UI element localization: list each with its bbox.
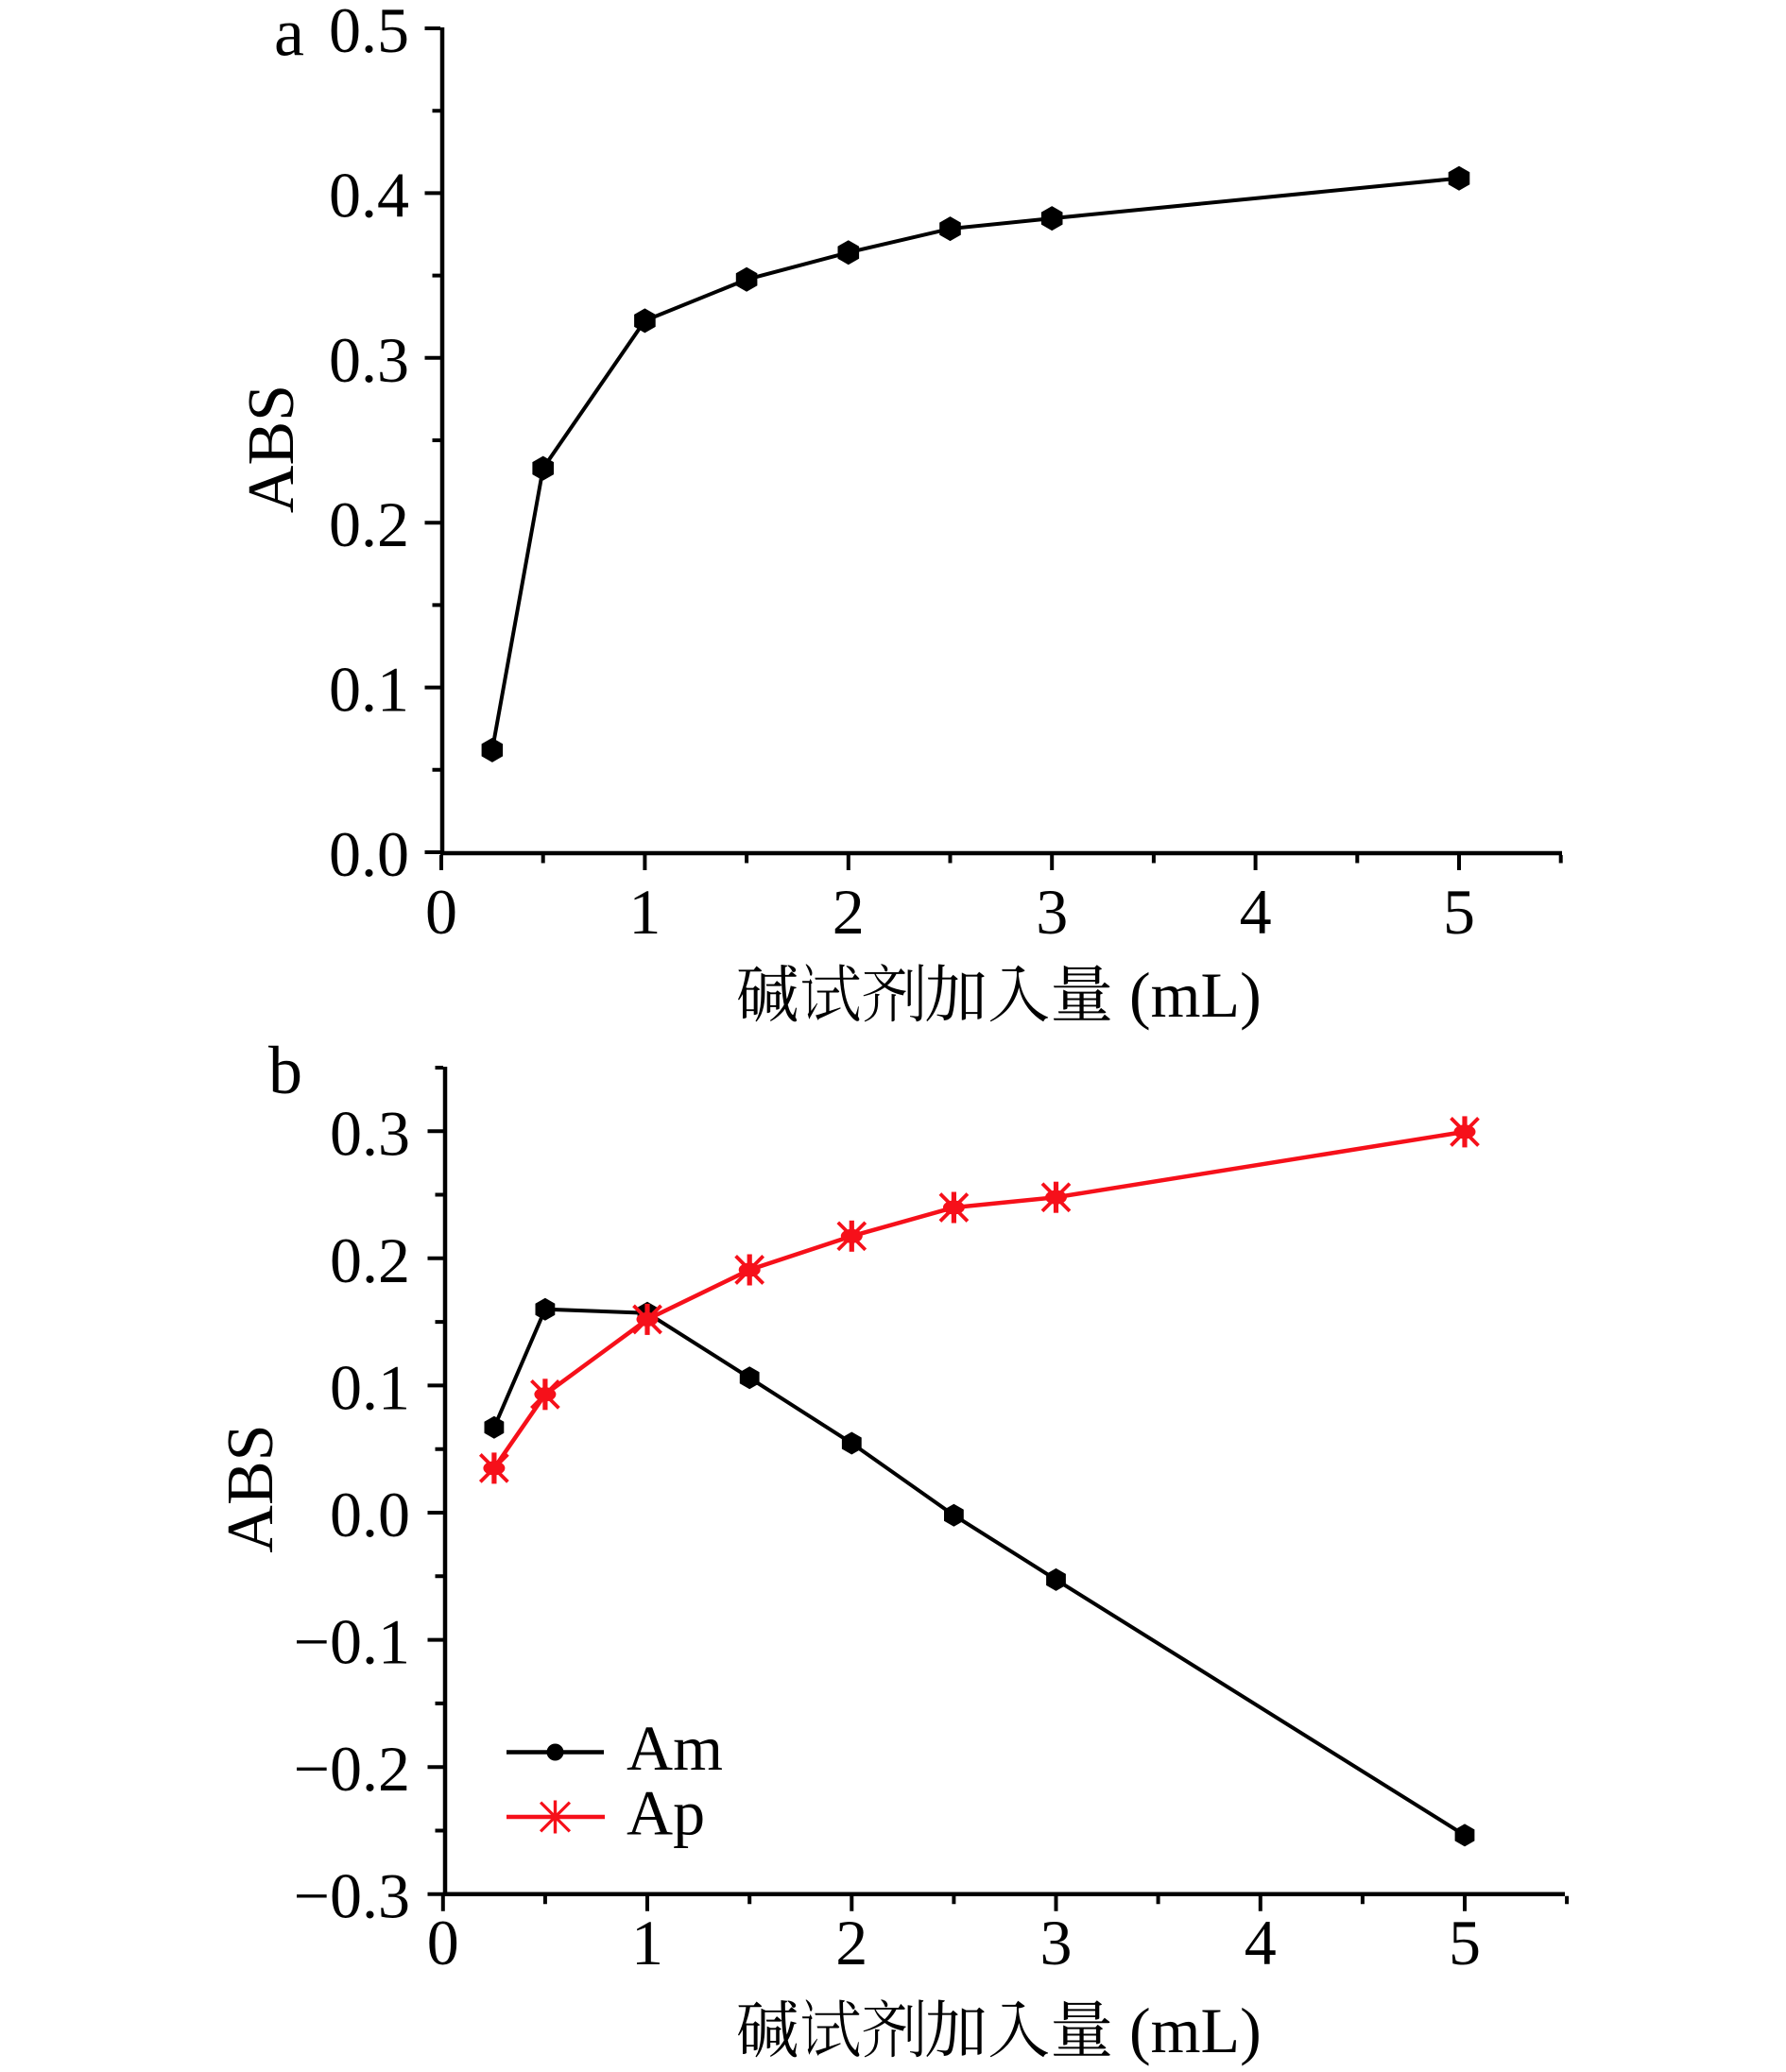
svg-text:2: 2 bbox=[833, 876, 865, 948]
svg-text:ABS: ABS bbox=[235, 385, 308, 513]
svg-text:0.0: 0.0 bbox=[330, 1479, 410, 1550]
svg-text:3: 3 bbox=[1040, 1907, 1073, 1978]
svg-text:1: 1 bbox=[628, 876, 661, 948]
svg-text:−0.2: −0.2 bbox=[294, 1733, 410, 1805]
svg-text:0.3: 0.3 bbox=[329, 324, 409, 396]
svg-text:0.2: 0.2 bbox=[329, 488, 409, 560]
svg-text:5: 5 bbox=[1443, 876, 1475, 948]
svg-text:0.2: 0.2 bbox=[330, 1224, 410, 1296]
svg-text:−0.3: −0.3 bbox=[294, 1860, 410, 1932]
svg-text:(mL): (mL) bbox=[1113, 959, 1262, 1031]
svg-text:0.1: 0.1 bbox=[330, 1351, 410, 1423]
svg-text:0.3: 0.3 bbox=[330, 1097, 410, 1169]
svg-text:0: 0 bbox=[425, 876, 457, 948]
svg-text:Ap: Ap bbox=[627, 1777, 705, 1849]
svg-text:4: 4 bbox=[1240, 876, 1272, 948]
svg-text:0.0: 0.0 bbox=[329, 818, 409, 890]
svg-text:−0.1: −0.1 bbox=[294, 1606, 410, 1678]
svg-text:5: 5 bbox=[1449, 1907, 1481, 1978]
svg-text:3: 3 bbox=[1036, 876, 1068, 948]
svg-text:0: 0 bbox=[427, 1907, 459, 1978]
svg-text:b: b bbox=[268, 1033, 302, 1108]
svg-text:0.4: 0.4 bbox=[329, 159, 409, 231]
svg-text:Am: Am bbox=[627, 1712, 723, 1784]
svg-text:ABS: ABS bbox=[215, 1424, 287, 1552]
svg-text:(mL): (mL) bbox=[1113, 1995, 1262, 2066]
svg-text:1: 1 bbox=[631, 1907, 663, 1978]
svg-text:4: 4 bbox=[1245, 1907, 1277, 1978]
svg-text:0.1: 0.1 bbox=[329, 654, 409, 726]
svg-text:a: a bbox=[274, 0, 304, 71]
svg-text:2: 2 bbox=[835, 1907, 867, 1978]
svg-text:0.5: 0.5 bbox=[329, 0, 409, 66]
